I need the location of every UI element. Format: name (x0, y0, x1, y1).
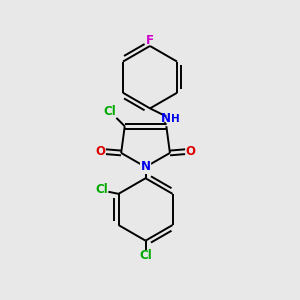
Text: Cl: Cl (139, 249, 152, 262)
Text: H: H (172, 114, 180, 124)
Text: Cl: Cl (103, 105, 116, 118)
Text: N: N (161, 112, 171, 125)
Text: F: F (146, 34, 154, 47)
Text: O: O (95, 145, 105, 158)
Text: N: N (140, 160, 151, 173)
Text: Cl: Cl (95, 183, 108, 196)
Text: O: O (186, 145, 196, 158)
